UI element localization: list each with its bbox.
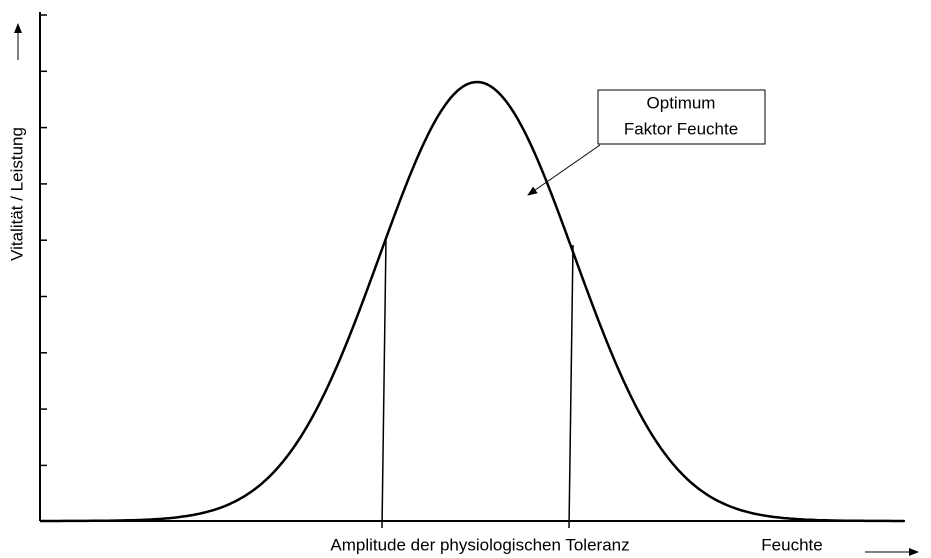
annotation-arrow bbox=[527, 144, 601, 196]
tolerance-label: Amplitude der physiologischen Toleranz bbox=[330, 535, 629, 554]
annotation-line: Optimum bbox=[647, 93, 716, 112]
tolerance-line-right bbox=[568, 244, 574, 529]
tolerance-line-left bbox=[381, 238, 387, 529]
axis-ticks bbox=[40, 14, 47, 467]
annotation-box bbox=[597, 89, 766, 145]
annotation-line: Faktor Feuchte bbox=[624, 119, 738, 138]
y-axis-label: Vitalität / Leistung bbox=[7, 127, 26, 261]
x-axis-label: Feuchte bbox=[761, 535, 822, 554]
bell-curve bbox=[40, 80, 904, 523]
